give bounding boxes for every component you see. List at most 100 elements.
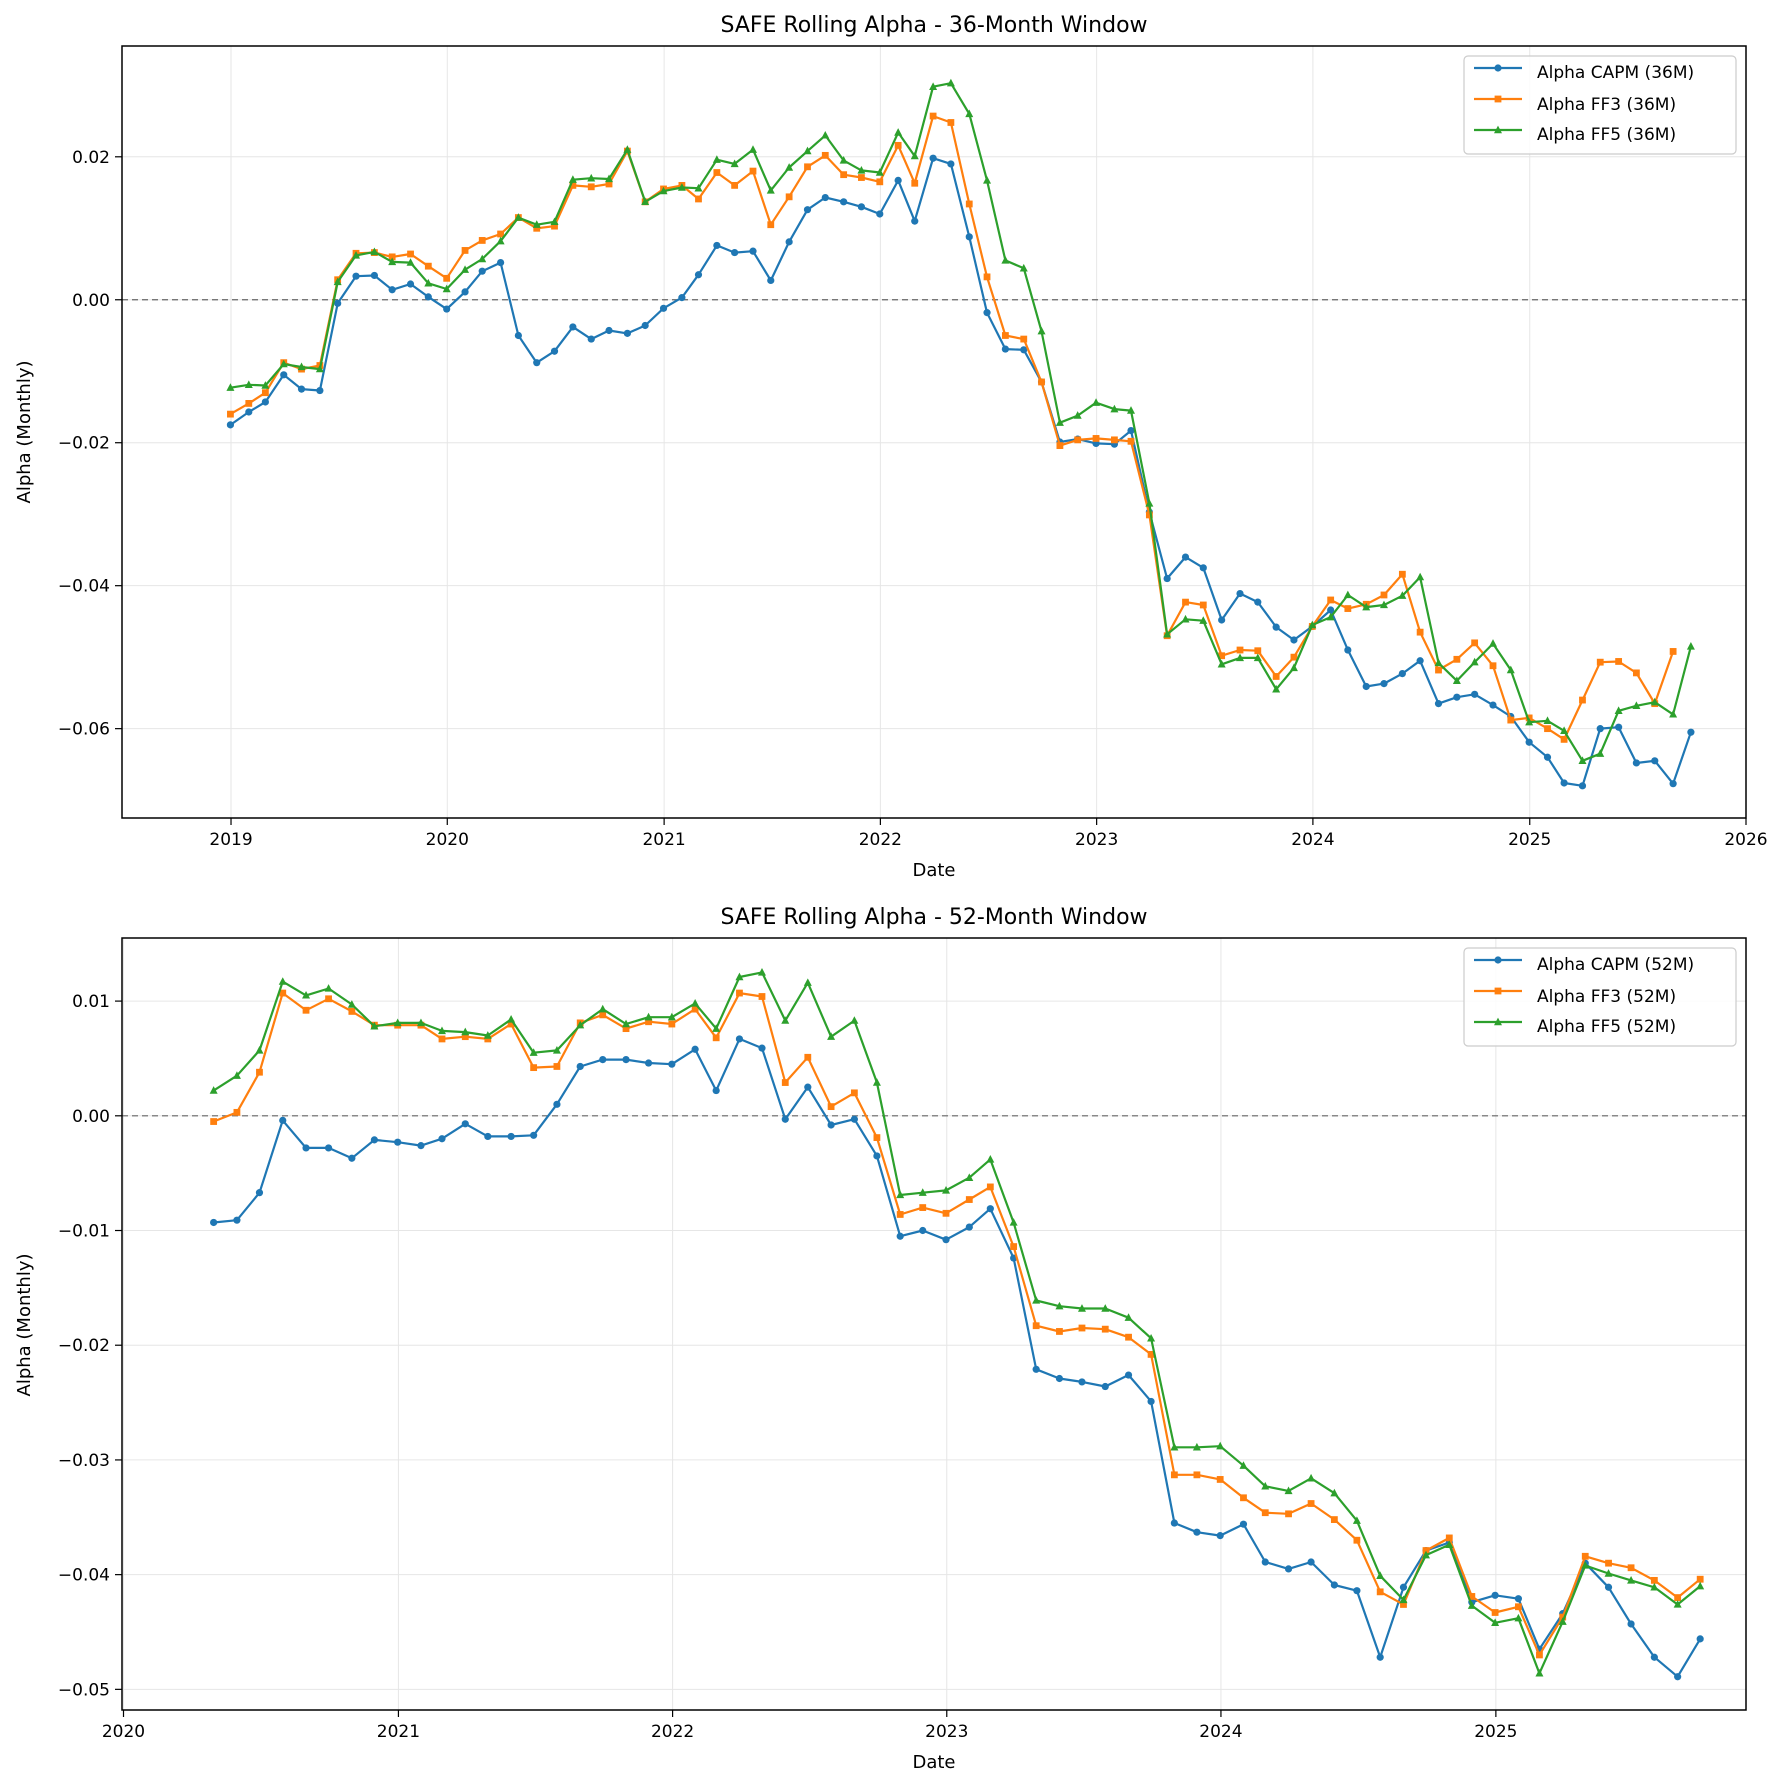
y-tick-label: 0.02 [72,148,110,168]
data-point-ff3 [1056,442,1064,449]
data-point-ff3 [1218,652,1226,660]
data-point-capm [424,293,432,301]
data-point-ff3 [896,1211,904,1218]
data-point-ff3 [873,1134,881,1141]
data-point-ff5 [370,1021,379,1030]
data-point-ff5 [514,213,523,221]
y-tick-label: −0.05 [58,1680,110,1700]
data-point-capm [279,1116,287,1124]
data-point-ff3 [1514,1603,1522,1611]
data-point-ff3 [1216,1476,1224,1483]
data-point-ff5 [942,1185,951,1194]
legend-label-capm: Alpha CAPM (52M) [1537,955,1694,975]
data-point-ff5 [1535,1668,1544,1677]
data-point-ff5 [279,359,288,368]
data-point-ff5 [1253,653,1262,662]
data-point-capm [1596,725,1604,733]
data-point-ff3 [749,167,757,175]
data-point-ff5 [1145,499,1154,507]
data-point-capm [1254,598,1262,606]
data-point-capm [255,1189,264,1197]
data-point-ff3 [1261,1509,1269,1517]
data-point-capm [1032,1365,1040,1373]
data-point-ff3 [858,174,865,181]
x-tick-label: 2025 [1508,830,1551,850]
data-point-ff5 [576,1020,585,1029]
data-point-ff3 [911,179,919,187]
data-point-ff3 [1650,1576,1658,1584]
legend-marker-ff3 [1494,95,1502,103]
data-point-ff5 [1199,616,1208,624]
data-point-ff3 [821,151,829,159]
data-point-ff3 [1471,639,1479,647]
data-point-capm [1696,1635,1704,1643]
data-point-capm [443,305,451,313]
data-point-ff5 [1272,684,1281,693]
x-tick-label: 2022 [859,830,902,850]
y-tick-label: 0.01 [72,992,110,1012]
data-point-capm [659,304,668,312]
legend-marker-capm [1494,956,1502,964]
data-point-capm [576,1062,584,1071]
data-point-capm [942,1236,950,1244]
data-point-capm [821,193,829,202]
data-point-capm [587,335,595,343]
data-point-capm [297,385,306,393]
data-point-ff3 [1674,1594,1682,1601]
x-tick-label: 2023 [925,1722,968,1742]
series-ff5 [226,78,1695,765]
data-point-ff3 [443,274,451,282]
data-point-ff5 [1192,1442,1201,1451]
data-point-capm [1650,1653,1658,1661]
data-point-ff3 [947,119,955,126]
data-point-ff5 [850,1016,859,1024]
data-point-capm [1669,780,1677,788]
x-tick-label: 2023 [1075,830,1118,850]
data-point-ff5 [255,1046,264,1054]
data-point-ff5 [598,1004,607,1013]
data-point-ff3 [1182,598,1189,606]
data-point-ff5 [315,364,324,373]
data-point-capm [749,247,757,255]
data-point-capm [1471,690,1479,698]
data-point-ff3 [731,181,739,189]
data-point-ff3 [1344,605,1352,612]
data-point-ff3 [965,200,973,208]
data-point-capm [461,1120,469,1128]
data-point-ff5 [803,978,812,986]
data-point-capm [1604,1583,1613,1591]
data-point-capm [530,1131,538,1139]
data-point-ff5 [1525,717,1534,726]
data-point-ff5 [1019,263,1028,272]
data-point-ff3 [553,1063,561,1070]
chart-title: SAFE Rolling Alpha - 52-Month Window [720,905,1147,930]
x-axis-label: Date [912,1752,955,1773]
legend-label-ff3: Alpha FF3 (52M) [1537,987,1676,1007]
data-point-capm [1399,1583,1408,1591]
data-point-ff5 [1686,642,1695,650]
data-point-ff5 [1416,572,1425,581]
data-point-ff5 [827,1032,836,1040]
data-point-ff3 [758,993,766,1000]
data-point-ff5 [1558,1617,1567,1625]
data-point-capm [1327,606,1335,614]
data-point-capm [1261,1558,1269,1566]
data-point-ff5 [929,82,938,90]
data-point-capm [781,1115,789,1123]
data-point-capm [370,1136,378,1144]
data-point-capm [352,272,360,280]
data-point-ff5 [1650,697,1659,706]
tick-labels: 2020 2021 2022 2023 2024 2025 −0.05 −0.04 −0.03 −… [58,992,1518,1742]
data-point-ff5 [1352,1516,1361,1524]
data-point-ff5 [1261,1481,1270,1490]
data-point-ff3 [1544,725,1551,733]
data-point-capm [1101,1382,1109,1391]
y-tick-label: 0.00 [72,291,110,311]
data-point-ff3 [1193,1471,1201,1479]
data-point-ff5 [552,1046,561,1054]
data-point-ff3 [1307,1500,1315,1507]
data-point-ff3 [1038,378,1045,386]
data-point-capm [1560,779,1568,787]
data-point-capm [1078,1378,1086,1386]
